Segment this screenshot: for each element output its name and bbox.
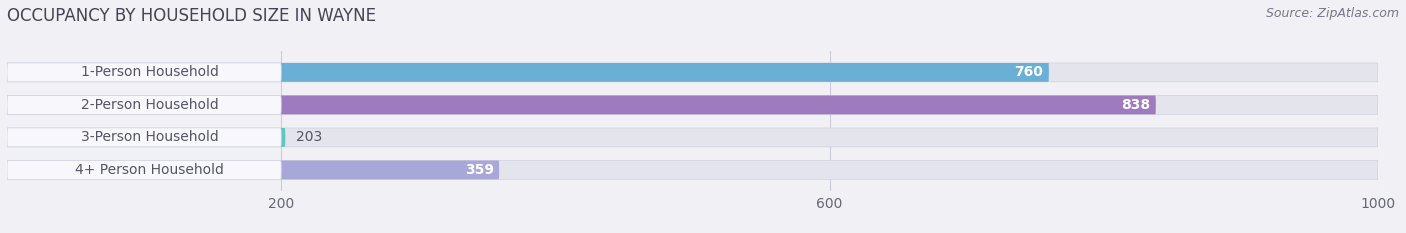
Text: 203: 203 bbox=[297, 130, 322, 144]
Text: 838: 838 bbox=[1121, 98, 1150, 112]
Text: 359: 359 bbox=[464, 163, 494, 177]
FancyBboxPatch shape bbox=[7, 161, 1378, 179]
FancyBboxPatch shape bbox=[7, 161, 281, 179]
FancyBboxPatch shape bbox=[7, 128, 1378, 147]
FancyBboxPatch shape bbox=[7, 63, 1049, 82]
Text: OCCUPANCY BY HOUSEHOLD SIZE IN WAYNE: OCCUPANCY BY HOUSEHOLD SIZE IN WAYNE bbox=[7, 7, 375, 25]
FancyBboxPatch shape bbox=[7, 63, 1378, 82]
FancyBboxPatch shape bbox=[7, 96, 1156, 114]
FancyBboxPatch shape bbox=[7, 63, 281, 82]
Text: 2-Person Household: 2-Person Household bbox=[80, 98, 218, 112]
Text: 4+ Person Household: 4+ Person Household bbox=[75, 163, 224, 177]
FancyBboxPatch shape bbox=[7, 96, 1378, 114]
Text: Source: ZipAtlas.com: Source: ZipAtlas.com bbox=[1265, 7, 1399, 20]
Text: 760: 760 bbox=[1015, 65, 1043, 79]
FancyBboxPatch shape bbox=[7, 96, 281, 114]
Text: 1-Person Household: 1-Person Household bbox=[80, 65, 218, 79]
FancyBboxPatch shape bbox=[7, 161, 499, 179]
Text: 3-Person Household: 3-Person Household bbox=[80, 130, 218, 144]
FancyBboxPatch shape bbox=[7, 128, 281, 147]
FancyBboxPatch shape bbox=[7, 128, 285, 147]
